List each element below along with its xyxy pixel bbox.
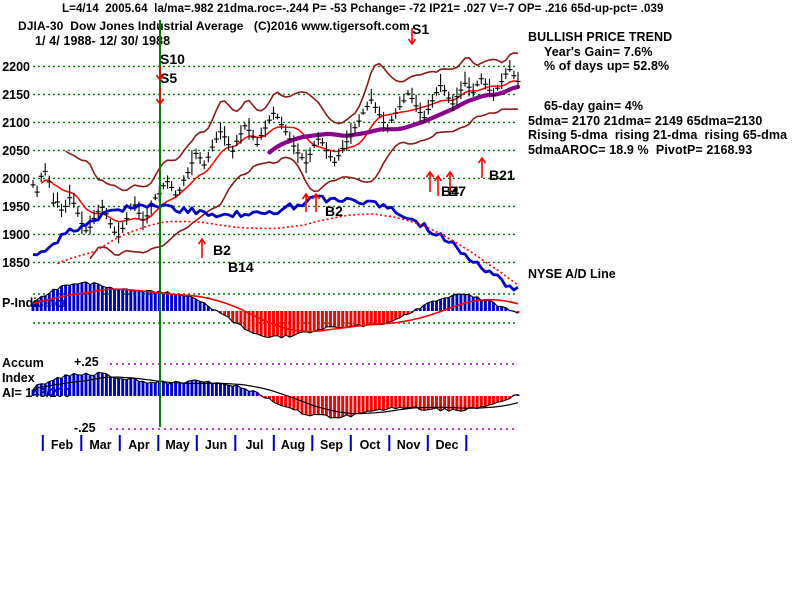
svg-text:Sep: Sep <box>320 438 343 452</box>
svg-text:1950: 1950 <box>2 200 30 214</box>
accumulation-smoothing <box>32 376 519 415</box>
signal-label-b21: B21 <box>489 167 515 183</box>
month-axis: Feb Mar Apr May Jun Jul Aug Sep Oct Nov Dec <box>41 435 468 452</box>
summary-years-gain: Year's Gain= 7.6% <box>544 44 653 59</box>
svg-text:Jul: Jul <box>245 438 263 452</box>
signal-label-s10: S10 <box>160 51 185 67</box>
p-indicator-smoothing <box>32 288 519 333</box>
summary-65day-gain: 65-day gain= 4% <box>544 99 644 113</box>
nyse-ad-smoothing <box>57 213 519 286</box>
header-date-range: 1/ 4/ 1988- 12/ 30/ 1988 <box>35 34 171 48</box>
summary-title: BULLISH PRICE TREND <box>528 30 673 44</box>
accum-label: Accum <box>2 356 44 370</box>
signal-label-b2: B2 <box>325 203 343 219</box>
svg-text:Oct: Oct <box>360 438 382 452</box>
header-symbol-line: DJIA-30 Dow Jones Industrial Average (C)… <box>18 19 410 33</box>
svg-text:Dec: Dec <box>436 438 459 452</box>
price-ohlc-bars <box>30 59 521 244</box>
signal-label-s5: S5 <box>160 70 177 86</box>
summary-aroc-pivot: 5dmaAROC= 18.9 % PivotP= 2168.93 <box>528 142 753 157</box>
nyse-ad-line-label: NYSE A/D Line <box>528 267 616 281</box>
accumulation-histogram <box>31 371 520 419</box>
accum-upper-bound-label: +.25 <box>74 355 99 369</box>
signal-label-b14: B14 <box>228 259 254 275</box>
svg-text:1850: 1850 <box>2 256 30 270</box>
svg-text:2000: 2000 <box>2 172 30 186</box>
ma21-line <box>40 80 519 223</box>
svg-text:2200: 2200 <box>2 60 30 74</box>
ma65-line <box>267 84 521 155</box>
accum-boundary-lines <box>110 363 518 430</box>
svg-text:Jun: Jun <box>205 438 227 452</box>
svg-text:2100: 2100 <box>2 116 30 130</box>
svg-text:1900: 1900 <box>2 228 30 242</box>
price-y-axis: 2200 2150 2100 2050 2000 1950 1900 1850 <box>2 60 30 270</box>
accum-lower-bound-label: -.25 <box>74 421 96 435</box>
index-label: Index <box>2 371 35 385</box>
signal-label-b2: B2 <box>213 242 231 258</box>
summary-dma-values: 5dma= 2170 21dma= 2149 65dma=2130 <box>528 113 763 128</box>
bollinger-bands <box>65 52 519 260</box>
svg-text:Feb: Feb <box>51 438 74 452</box>
header-stats-line: L=4/14 2005.64 la/ma=.982 21dma.roc=-.24… <box>62 3 664 15</box>
signal-label-s1: S1 <box>412 21 429 37</box>
svg-text:2050: 2050 <box>2 144 30 158</box>
svg-text:Aug: Aug <box>281 438 305 452</box>
svg-text:Nov: Nov <box>397 438 421 452</box>
signal-label-b7: B7 <box>448 183 466 199</box>
nyse-ad-line <box>32 194 519 292</box>
svg-text:Apr: Apr <box>128 438 150 452</box>
summary-rising-dma: Rising 5-dma rising 21-dma rising 65-dma <box>528 128 788 142</box>
svg-text:Mar: Mar <box>89 438 111 452</box>
summary-panel: BULLISH PRICE TREND Year's Gain= 7.6% % … <box>528 30 800 157</box>
svg-text:May: May <box>165 438 189 452</box>
summary-pct-days-up: % of days up= 52.8% <box>544 59 670 73</box>
svg-text:2150: 2150 <box>2 88 30 102</box>
